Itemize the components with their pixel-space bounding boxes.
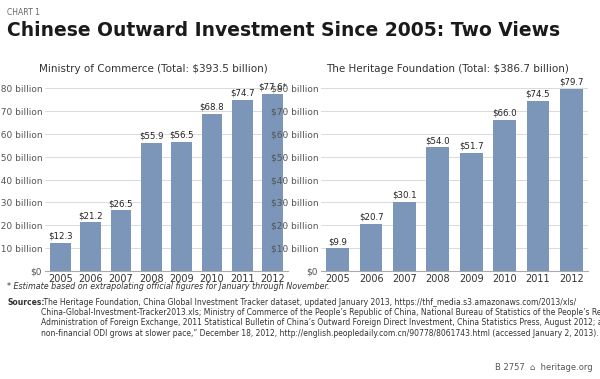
- Bar: [172, 142, 192, 271]
- Text: $20.7: $20.7: [359, 212, 383, 221]
- Bar: [262, 94, 283, 271]
- Text: $74.7: $74.7: [230, 89, 255, 98]
- Text: Chinese Outward Investment Since 2005: Two Views: Chinese Outward Investment Since 2005: T…: [7, 21, 560, 40]
- Text: CHART 1: CHART 1: [7, 8, 40, 17]
- Text: $21.2: $21.2: [78, 211, 103, 220]
- Text: $74.5: $74.5: [526, 89, 550, 98]
- Bar: [326, 248, 349, 271]
- Text: $51.7: $51.7: [459, 141, 484, 150]
- Text: B 2757  ⌂  heritage.org: B 2757 ⌂ heritage.org: [495, 363, 593, 372]
- Text: $26.5: $26.5: [109, 199, 133, 208]
- Bar: [460, 153, 482, 271]
- Text: * Estimate based on extrapolating official figures for January through November.: * Estimate based on extrapolating offici…: [7, 282, 330, 291]
- Text: Sources:: Sources:: [7, 298, 45, 307]
- Bar: [360, 224, 382, 271]
- Text: The Heritage Foundation, China Global Investment Tracker dataset, updated Januar: The Heritage Foundation, China Global In…: [41, 298, 600, 338]
- Bar: [141, 143, 161, 271]
- Text: Ministry of Commerce (Total: $393.5 billion): Ministry of Commerce (Total: $393.5 bill…: [38, 64, 268, 74]
- Text: The Heritage Foundation (Total: $386.7 billion): The Heritage Foundation (Total: $386.7 b…: [326, 64, 568, 74]
- Text: $79.7: $79.7: [559, 77, 584, 86]
- Bar: [527, 100, 549, 271]
- Bar: [493, 120, 516, 271]
- Bar: [393, 202, 416, 271]
- Bar: [202, 114, 223, 271]
- Text: $54.0: $54.0: [425, 136, 450, 145]
- Text: $56.5: $56.5: [169, 130, 194, 139]
- Text: $68.8: $68.8: [200, 102, 224, 111]
- Text: $30.1: $30.1: [392, 191, 417, 200]
- Text: $77.6*: $77.6*: [259, 82, 287, 91]
- Bar: [80, 222, 101, 271]
- Bar: [560, 89, 583, 271]
- Text: $66.0: $66.0: [492, 109, 517, 118]
- Bar: [110, 210, 131, 271]
- Bar: [232, 100, 253, 271]
- Text: $9.9: $9.9: [328, 237, 347, 246]
- Text: $55.9: $55.9: [139, 132, 164, 141]
- Bar: [427, 147, 449, 271]
- Text: $12.3: $12.3: [48, 232, 73, 241]
- Bar: [50, 243, 71, 271]
